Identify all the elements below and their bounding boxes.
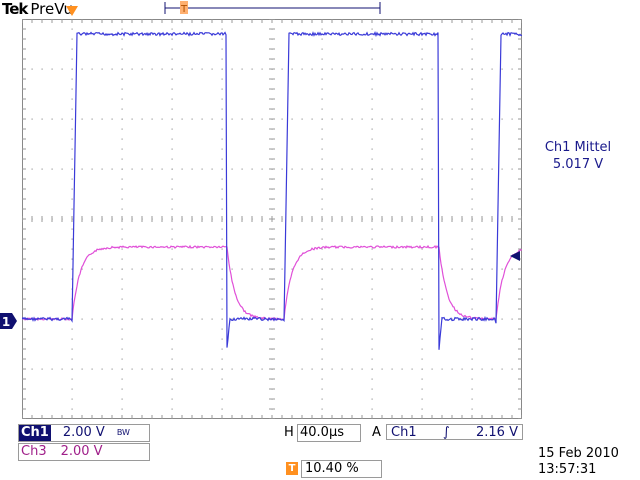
ch3-status[interactable]: Ch3 2.00 V [18,443,150,461]
graticule [22,19,522,419]
svg-text:T: T [180,4,188,15]
trigger-slope-icon: ∫ [442,425,450,440]
svg-text:1: 1 [2,315,10,329]
ch1-ground-marker[interactable]: 1 [0,312,18,330]
ch1-status[interactable]: Ch1 2.00 V BW [18,424,150,442]
trigger-level-arrow[interactable] [510,251,522,261]
time: 13:57:31 [538,462,597,477]
ch1-tag: Ch1 [19,425,51,441]
record-view-bar: T [164,1,381,15]
trigger-status[interactable]: Ch1 ∫ 2.16 V [386,424,523,440]
ch1-scale: 2.00 V [62,425,105,440]
trigger-source: Ch1 [391,425,417,440]
ch3-scale: 2.00 V [60,444,103,459]
waveform-display[interactable] [22,19,522,419]
measurement-value: 5.017 V [552,157,604,172]
trigger-position-value[interactable]: 10.40 % [301,460,382,478]
trigger-mode: A [372,425,381,440]
ch3-tag: Ch3 [21,444,47,459]
measurement-label: Ch1 Mittel [544,140,612,155]
trigger-position-icon: T [286,462,298,475]
date: 15 Feb 2010 [538,446,619,461]
horizontal-label: H [284,425,294,440]
mode-label: PreVu [30,0,73,18]
bw-limit-icon: BW [116,428,130,437]
ch1-waveform [22,31,522,350]
horizontal-scale[interactable]: 40.0µs [297,424,361,442]
brand-logo: Tek PreVu [2,0,73,18]
trigger-level: 2.16 V [476,425,518,440]
